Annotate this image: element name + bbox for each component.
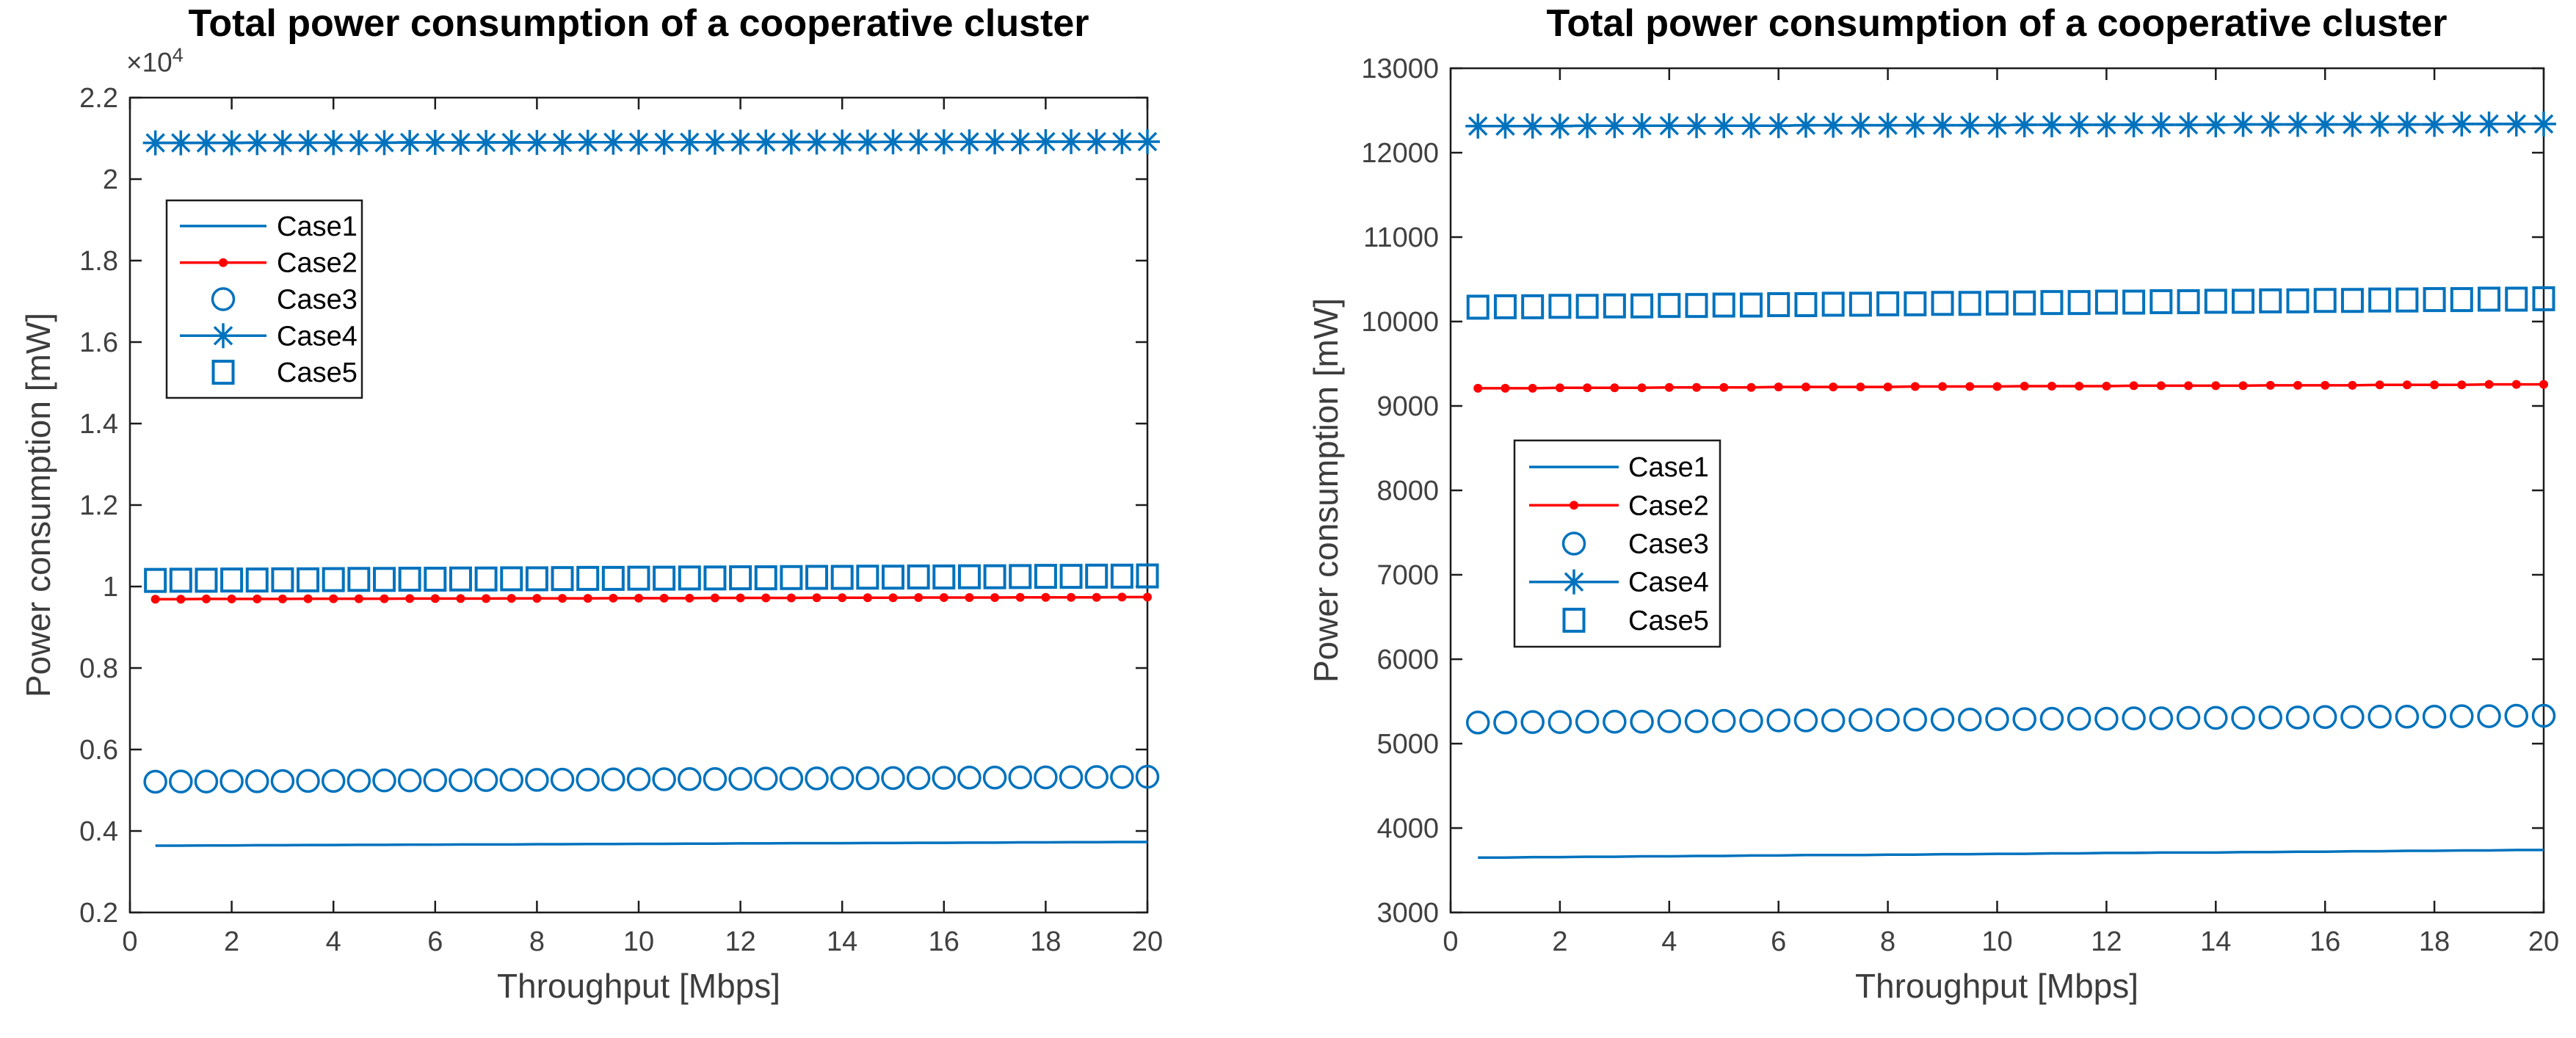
- right-series-case4: [1465, 111, 2556, 139]
- left-series-case2: [150, 592, 1152, 604]
- left-y-tick-label: 1.2: [79, 490, 118, 521]
- left-x-tick-label: 18: [1030, 926, 1061, 957]
- left-series-case1: [155, 841, 1147, 847]
- left-plot: 0 2 4 6 8 10 12 14 16 18 20 0.2 0.4 0.6 0.8 1 1.2 1.4 1.6 1…: [79, 83, 1163, 957]
- right-legend-entry-case1: Case1: [1529, 452, 1709, 483]
- left-series-case4: [142, 128, 1160, 156]
- right-legend-label: Case4: [1628, 567, 1709, 598]
- right-x-tick-label: 16: [2310, 926, 2340, 957]
- left-y-axis-exponent: ×104: [126, 44, 184, 78]
- right-plot: 0 2 4 6 8 10 12 14 16 18 20 3000 4000 5000 6000 7000 800…: [1361, 54, 2559, 957]
- left-x-tick-label: 14: [827, 926, 857, 957]
- left-x-tick-label: 10: [623, 926, 654, 957]
- right-x-tick-label: 10: [1981, 926, 2012, 957]
- right-x-tick-label: 4: [1661, 926, 1677, 957]
- left-x-tick-label: 0: [122, 926, 137, 957]
- right-x-tick-label: 2: [1552, 926, 1567, 957]
- right-legend-label: Case3: [1628, 529, 1709, 560]
- right-y-axis-label: Power consumption [mW]: [1307, 297, 1345, 683]
- right-legend-label: Case5: [1628, 606, 1709, 636]
- right-y-tick-label: 8000: [1376, 476, 1439, 507]
- right-y-tick-label: 11000: [1363, 222, 1439, 253]
- left-x-axis-label: Throughput [Mbps]: [496, 967, 781, 1005]
- exponent-base: ×10: [126, 47, 173, 78]
- right-x-tick-label: 6: [1771, 926, 1786, 957]
- right-legend-entry-case3: Case3: [1561, 529, 1709, 560]
- right-x-tick-label: 18: [2419, 926, 2450, 957]
- right-x-tick-label: 20: [2528, 926, 2559, 957]
- left-y-tick-label: 2.2: [79, 83, 118, 114]
- left-series-case5: [144, 563, 1159, 593]
- left-y-tick-label: 0.4: [79, 816, 118, 847]
- right-x-tick-label: 8: [1880, 926, 1895, 957]
- right-y-tick-label: 3000: [1376, 898, 1439, 929]
- right-y-tick-label: 6000: [1376, 645, 1439, 675]
- right-x-tick-label: 0: [1443, 926, 1458, 957]
- right-y-tick-label: 10000: [1361, 307, 1439, 338]
- left-legend-label: Case5: [277, 358, 358, 388]
- right-series-case2: [1473, 380, 2548, 393]
- right-legend-label: Case1: [1628, 452, 1709, 483]
- right-legend-label: Case2: [1628, 490, 1709, 521]
- right-legend: Case1 Case2 Case3 Case4 Case5: [1513, 439, 1721, 648]
- left-y-tick-label: 0.8: [79, 653, 118, 684]
- right-y-tick-label: 4000: [1376, 813, 1439, 844]
- right-legend-entry-case4: Case4: [1529, 567, 1709, 598]
- left-x-tick-label: 20: [1132, 926, 1163, 957]
- left-x-tick-label: 12: [725, 926, 755, 957]
- left-y-axis-label: Power consumption [mW]: [19, 312, 57, 698]
- left-x-tick-label: 8: [529, 926, 545, 957]
- right-x-tick-label: 14: [2200, 926, 2231, 957]
- left-y-tick-label: 0.2: [79, 898, 118, 929]
- right-y-tick-label: 12000: [1361, 138, 1439, 169]
- left-series-case3: [143, 764, 1160, 794]
- left-y-tick-label: 2: [103, 164, 118, 195]
- left-y-tick-label: 1.6: [79, 327, 118, 358]
- right-legend-entry-case2: Case2: [1529, 490, 1709, 521]
- left-legend-label: Case3: [277, 285, 358, 316]
- exponent-power: 4: [172, 44, 184, 66]
- left-y-tick-label: 0.6: [79, 735, 118, 766]
- right-series-case3: [1465, 703, 2556, 735]
- left-legend-label: Case1: [277, 211, 358, 242]
- left-legend-entry-case4: Case4: [180, 321, 358, 352]
- right-y-tick-label: 7000: [1376, 560, 1439, 591]
- left-legend-label: Case2: [277, 248, 358, 279]
- left-x-tick-label: 4: [326, 926, 341, 957]
- left-y-tick-label: 1: [103, 572, 118, 603]
- right-x-axis-label: Throughput [Mbps]: [1854, 967, 2139, 1005]
- right-y-tick-label: 9000: [1376, 391, 1439, 422]
- left-y-tick-label: 1.4: [79, 409, 118, 440]
- right-series-case1: [1478, 849, 2544, 859]
- left-plot-axes: 0 2 4 6 8 10 12 14 16 18 20 0.2 0.4 0.6 0.8 1 1.2 1.4 1.6 1…: [79, 83, 1163, 957]
- left-legend-entry-case5: Case5: [211, 358, 358, 388]
- right-x-tick-label: 12: [2091, 926, 2122, 957]
- left-legend-label: Case4: [277, 321, 358, 352]
- right-chart-title: Total power consumption of a cooperative…: [1546, 2, 2448, 45]
- right-series-case5: [1466, 286, 2555, 320]
- left-legend-entry-case2: Case2: [180, 248, 358, 279]
- left-legend: Case1 Case2 Case3 Case4 Case5: [165, 199, 363, 399]
- right-legend-entry-case5: Case5: [1562, 606, 1709, 636]
- left-legend-entry-case3: Case3: [211, 285, 358, 316]
- left-legend-entry-case1: Case1: [180, 211, 358, 242]
- right-y-tick-label: 13000: [1361, 54, 1439, 84]
- right-y-tick-label: 5000: [1376, 729, 1439, 760]
- left-x-tick-label: 6: [427, 926, 443, 957]
- left-x-tick-label: 2: [224, 926, 239, 957]
- left-chart-title: Total power consumption of a cooperative…: [188, 2, 1089, 45]
- left-x-tick-label: 16: [929, 926, 959, 957]
- left-y-tick-label: 1.8: [79, 246, 118, 277]
- right-plot-axes: 0 2 4 6 8 10 12 14 16 18 20 3000 4000 5000 6000 7000 800…: [1361, 54, 2559, 957]
